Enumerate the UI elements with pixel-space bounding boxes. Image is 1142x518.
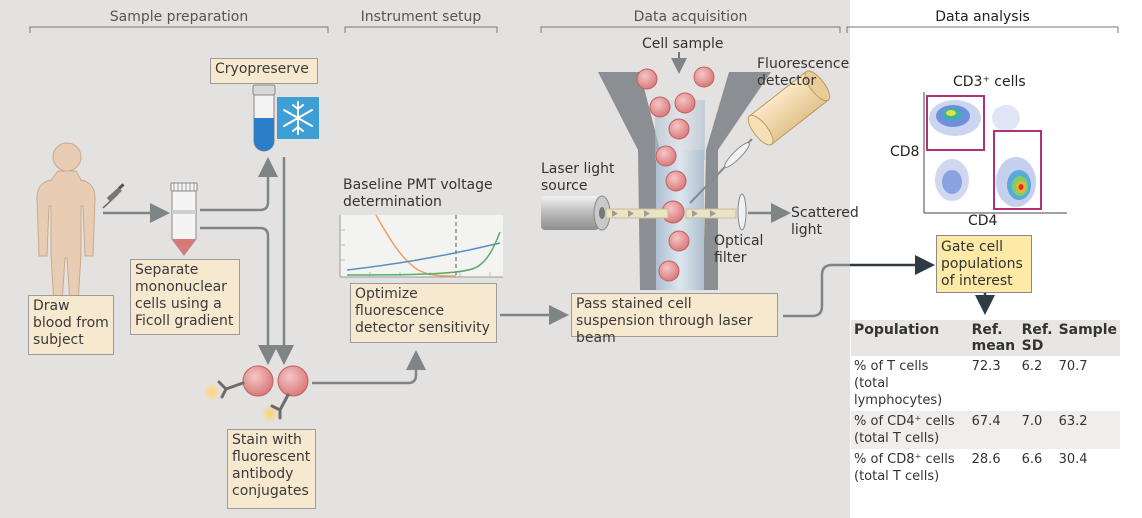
cell-ref-mean: 72.3 xyxy=(968,356,1019,411)
section-title-sample-prep: Sample preparation xyxy=(109,9,249,25)
cell-sample: 70.7 xyxy=(1055,356,1120,411)
baseline-pmt-label: Baseline PMT voltage determination xyxy=(343,177,493,210)
population-table: Population Ref. mean Ref. SD Sample % of… xyxy=(851,320,1120,487)
flow-cells xyxy=(636,66,715,282)
laser-source-label: Laser light source xyxy=(541,161,615,194)
flow-plot xyxy=(923,92,1067,315)
cd8-axis-label: CD8 xyxy=(890,144,920,160)
cell-population: % of CD4⁺ cells (total T cells) xyxy=(851,411,969,449)
optical-filter-label: Optical filter xyxy=(714,233,764,266)
scattered-light-label: Scattered light xyxy=(791,205,859,238)
pass-stained-box: Pass stained cell suspension through las… xyxy=(571,293,778,346)
table-row: % of CD4⁺ cells (total T cells) 67.4 7.0… xyxy=(851,411,1120,449)
stained-cells xyxy=(203,365,309,423)
cd4-axis-label: CD4 xyxy=(968,213,998,229)
laser-beam xyxy=(605,203,791,223)
cell-ref-sd: 6.6 xyxy=(1018,449,1056,487)
laser-icon xyxy=(541,195,611,231)
section-title-data-acquisition: Data acquisition xyxy=(633,9,748,25)
cell-sample-label: Cell sample xyxy=(642,36,724,52)
cd8-gate xyxy=(926,95,985,151)
gate-box: Gate cell populations of interest xyxy=(936,235,1032,293)
prep-arrows xyxy=(103,157,850,385)
cell-icon xyxy=(242,365,274,397)
header-population: Population xyxy=(851,320,969,356)
snowflake-icon xyxy=(277,97,319,139)
cd8-population xyxy=(929,100,981,136)
cd4-population xyxy=(996,157,1036,207)
header-ref-sd: Ref. SD xyxy=(1018,320,1056,356)
header-ref-mean: Ref. mean xyxy=(968,320,1019,356)
stain-box: Stain with fluorescent antibody conjugat… xyxy=(227,429,316,509)
syringe-icon xyxy=(102,183,125,209)
cryo-vial-icon xyxy=(252,84,276,152)
cd4-gate xyxy=(993,130,1042,210)
fluorescence-detector-label: Fluorescence detector xyxy=(757,56,850,89)
cell-ref-sd: 7.0 xyxy=(1018,411,1056,449)
section-brackets xyxy=(29,26,1119,33)
cell-ref-sd: 6.2 xyxy=(1018,356,1056,411)
cd3-label: CD3⁺ cells xyxy=(953,74,1026,90)
scatter-to-detector xyxy=(689,138,753,204)
double-negative-population xyxy=(935,105,1020,201)
draw-blood-box: Draw blood from subject xyxy=(28,295,114,355)
pmt-chart xyxy=(339,214,503,278)
optimize-box: Optimize fluorescence detector sensitivi… xyxy=(350,283,497,343)
tube-icon xyxy=(170,182,198,256)
detector-icon xyxy=(747,70,831,146)
cryopreserve-box: Cryopreserve xyxy=(210,58,318,84)
cell-population: % of CD8⁺ cells (total T cells) xyxy=(851,449,969,487)
cell-icon xyxy=(277,365,309,397)
cell-sample: 63.2 xyxy=(1055,411,1120,449)
table-row: % of CD8⁺ cells (total T cells) 28.6 6.6… xyxy=(851,449,1120,487)
separate-cells-box: Separate mononuclear cells using a Ficol… xyxy=(130,259,240,335)
table-header-row: Population Ref. mean Ref. SD Sample xyxy=(851,320,1120,356)
header-sample: Sample xyxy=(1055,320,1120,356)
table-row: % of T cells (total lymphocytes) 72.3 6.… xyxy=(851,356,1120,411)
section-title-data-analysis: Data analysis xyxy=(935,9,1030,25)
person-icon xyxy=(36,142,96,305)
cell-sample: 30.4 xyxy=(1055,449,1120,487)
antibody-icon xyxy=(217,380,290,420)
cell-ref-mean: 67.4 xyxy=(968,411,1019,449)
cell-ref-mean: 28.6 xyxy=(968,449,1019,487)
optical-filter-icon xyxy=(737,193,747,231)
section-title-instrument-setup: Instrument setup xyxy=(360,9,482,25)
cell-population: % of T cells (total lymphocytes) xyxy=(851,356,969,411)
